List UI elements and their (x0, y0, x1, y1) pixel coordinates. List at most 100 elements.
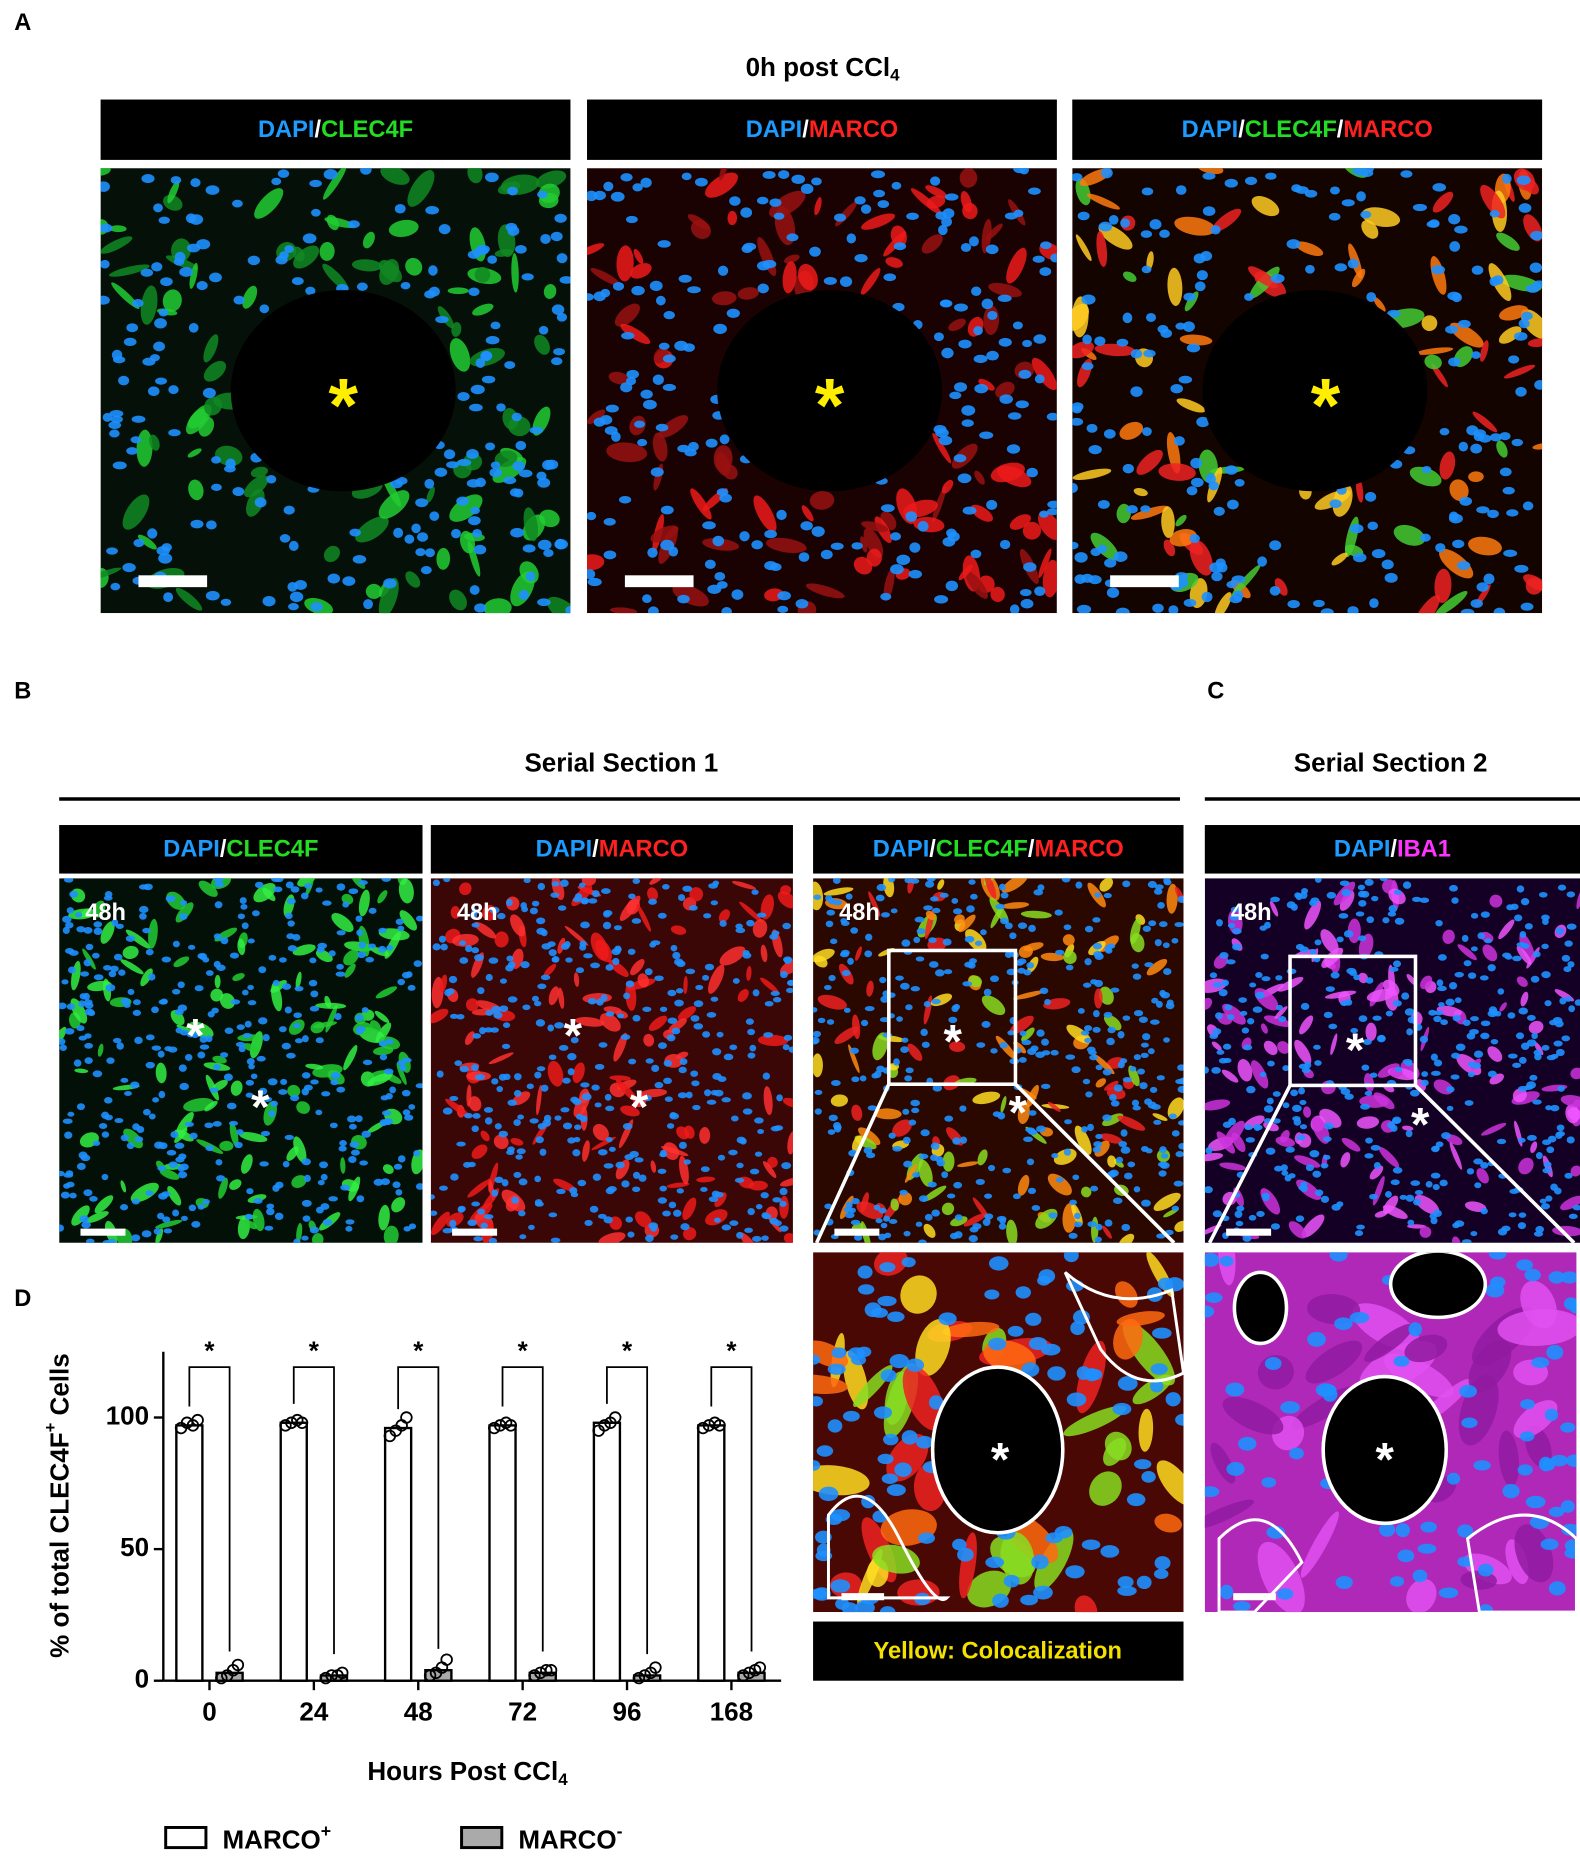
nucleus (930, 1154, 938, 1161)
nucleus (906, 212, 919, 220)
nucleus (625, 215, 638, 224)
nucleus (778, 170, 790, 179)
cell (1154, 1513, 1182, 1533)
cell (1356, 1116, 1380, 1129)
nucleus (762, 1213, 772, 1220)
nucleus (1477, 932, 1485, 940)
cell (252, 1208, 265, 1232)
nucleus (1446, 1105, 1454, 1112)
nucleus (489, 467, 503, 478)
nucleus (506, 1149, 515, 1155)
nucleus (1266, 1097, 1274, 1105)
nucleus (632, 1186, 641, 1193)
nucleus (62, 926, 70, 935)
cell (746, 965, 752, 981)
nucleus (245, 1092, 254, 1098)
nucleus (1204, 1252, 1220, 1267)
nucleus (1141, 1199, 1151, 1207)
nucleus (751, 1235, 762, 1242)
micrograph (813, 1252, 1184, 1613)
cell (1365, 1022, 1377, 1042)
cell (1496, 232, 1520, 251)
nucleus (764, 1001, 774, 1007)
nucleus (1000, 892, 1009, 899)
nucleus (166, 1149, 177, 1156)
nucleus (1400, 170, 1413, 178)
cell (1263, 1015, 1292, 1027)
nucleus (1563, 966, 1572, 973)
nucleus (526, 1083, 534, 1090)
nucleus (1040, 1083, 1051, 1090)
nucleus (1497, 1228, 1508, 1236)
nucleus (1471, 351, 1481, 359)
nucleus (473, 1236, 483, 1242)
nucleus (692, 1104, 701, 1111)
nucleus (457, 391, 470, 401)
nucleus (1550, 1454, 1569, 1467)
nucleus (545, 459, 559, 470)
nucleus (713, 323, 727, 335)
nucleus (1077, 211, 1090, 221)
nucleus (456, 496, 469, 506)
nucleus (491, 1189, 499, 1197)
nucleus (104, 1114, 113, 1121)
nucleus (328, 1196, 338, 1202)
y-axis-title-text: % of total CLEC4F (44, 1432, 74, 1657)
cell (445, 1098, 471, 1118)
cell (543, 963, 557, 977)
nucleus (951, 897, 959, 904)
nucleus (103, 965, 112, 971)
nucleus (1142, 925, 1152, 932)
cell (718, 909, 730, 923)
nucleus (105, 984, 116, 992)
nucleus (1452, 1014, 1461, 1022)
nucleus (220, 598, 232, 606)
nucleus (1480, 1207, 1488, 1215)
nucleus (682, 885, 693, 892)
nucleus (690, 1070, 699, 1077)
vessel (1388, 1252, 1488, 1320)
nucleus (1151, 997, 1159, 1004)
cell (990, 586, 1005, 603)
nucleus (471, 922, 480, 928)
nucleus (1529, 1074, 1538, 1081)
nucleus (196, 281, 208, 291)
nucleus (113, 953, 123, 961)
cell (1260, 1023, 1268, 1034)
nucleus (1494, 1010, 1502, 1017)
cell (958, 914, 976, 933)
nucleus (1451, 1052, 1461, 1059)
cell (1231, 564, 1261, 597)
nucleus (619, 495, 632, 504)
nucleus (1142, 1033, 1151, 1041)
nucleus (1298, 1185, 1307, 1191)
nucleus (1451, 897, 1459, 904)
data-point (649, 1661, 662, 1674)
nucleus (537, 190, 548, 199)
nucleus (1304, 1061, 1312, 1069)
cell (595, 939, 612, 963)
cell (777, 891, 793, 909)
nucleus (644, 968, 653, 976)
caption-bar (813, 1621, 1184, 1681)
nucleus (1019, 588, 1032, 597)
nucleus (83, 959, 92, 967)
cell (647, 887, 659, 901)
nucleus (1095, 1064, 1103, 1071)
nucleus (946, 1193, 956, 1199)
nucleus (535, 1019, 546, 1027)
nucleus (642, 1006, 652, 1012)
nucleus (770, 990, 780, 996)
nucleus (717, 1154, 726, 1161)
nucleus (63, 878, 74, 883)
vessel-marker: * (251, 1081, 270, 1134)
nucleus (513, 1171, 522, 1179)
nucleus (59, 1038, 66, 1045)
nucleus (264, 1225, 274, 1231)
nucleus (1219, 1255, 1234, 1267)
nucleus (604, 1093, 612, 1101)
nucleus (1542, 1167, 1552, 1174)
nucleus (1261, 976, 1271, 982)
zoom-line (1014, 1082, 1176, 1245)
nucleus (1323, 1011, 1333, 1019)
